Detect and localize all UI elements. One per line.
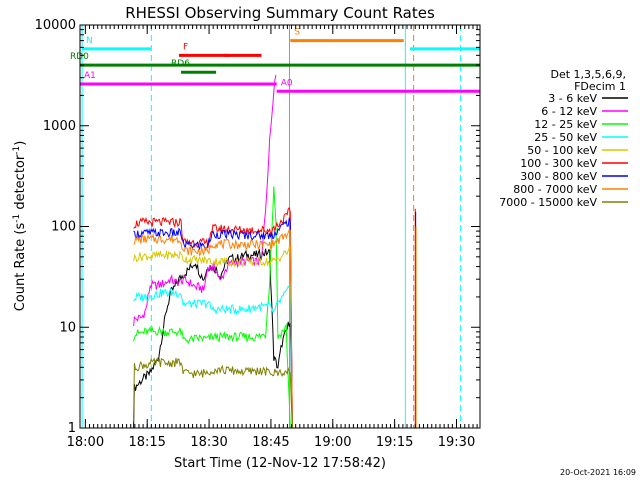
flag-label-a1: A1 [84,71,96,81]
flag-label-rd6: RD6 [171,59,190,69]
legend-label-300-800-kev: 300 - 800 keV [520,170,597,183]
flag-label-s: S [294,28,300,38]
y-tick-label-1000: 1000 [43,119,76,134]
legend-label-800-7000-kev: 800 - 7000 keV [513,183,597,196]
x-tick-label-18-15: 18:15 [128,435,165,450]
series-line-7000-15000-kev [133,357,293,429]
y-tick-label-100: 100 [51,220,76,235]
y-axis-label: Count Rate (s-1 detector-1) [12,141,28,312]
series-line-800-7000-kev [133,229,293,429]
y-axis-label-mid: detector [13,154,28,214]
legend-header-1: FDecim 1 [574,80,626,93]
axis-ticks: 18:00 18:15 18:30 18:45 19:00 19:15 19:30 1 10 10… [35,18,480,450]
x-tick-label-19-00: 19:00 [314,435,351,450]
flag-label-f: F [183,42,188,52]
flag-label-a0: A0 [281,78,293,88]
y-axis-label-main: Count Rate (s [13,223,28,312]
legend-label-3-6-kev: 3 - 6 keV [548,92,597,105]
y-axis-label-end: ) [13,141,28,146]
series-line-100-300-kev [133,206,293,429]
legend-label-6-12-kev: 6 - 12 keV [541,105,597,118]
x-axis-label: Start Time (12-Nov-12 17:58:42) [174,456,386,471]
x-tick-label-19-30: 19:30 [438,435,475,450]
y-axis-label-sup1: -1 [12,214,22,223]
legend-header-0: Det 1,3,5,6,9, [550,68,626,81]
x-tick-label-18-45: 18:45 [252,435,289,450]
legend-label-12-25-kev: 12 - 25 keV [534,118,597,131]
series-line-50-100-kev [133,245,293,429]
legend-label-25-50-kev: 25 - 50 keV [534,131,597,144]
series-line-25-50-kev [133,285,293,429]
series-line-12-25-kev [133,186,291,429]
chart-title: RHESSI Observing Summary Count Rates [125,4,435,22]
series-line-6-12-kev [133,74,277,327]
x-tick-label-19-15: 19:15 [376,435,413,450]
y-tick-label-10: 10 [59,320,76,335]
y-tick-label-1: 1 [68,421,76,436]
flag-label-n: N [86,36,93,46]
x-tick-label-18-30: 18:30 [190,435,227,450]
x-tick-label-18-00: 18:00 [67,435,104,450]
timestamp: 20-Oct-2021 16:09 [560,468,636,477]
legend-label-100-300-kev: 100 - 300 keV [520,157,597,170]
legend-label-50-100-kev: 50 - 100 keV [527,144,597,157]
y-tick-label-10000: 10000 [35,18,76,33]
legend-label-7000-15000-kev: 7000 - 15000 keV [499,196,597,209]
series-line-300-800-kev [133,217,293,429]
y-axis-label-sup2: -1 [12,146,22,155]
data-series [133,74,417,429]
